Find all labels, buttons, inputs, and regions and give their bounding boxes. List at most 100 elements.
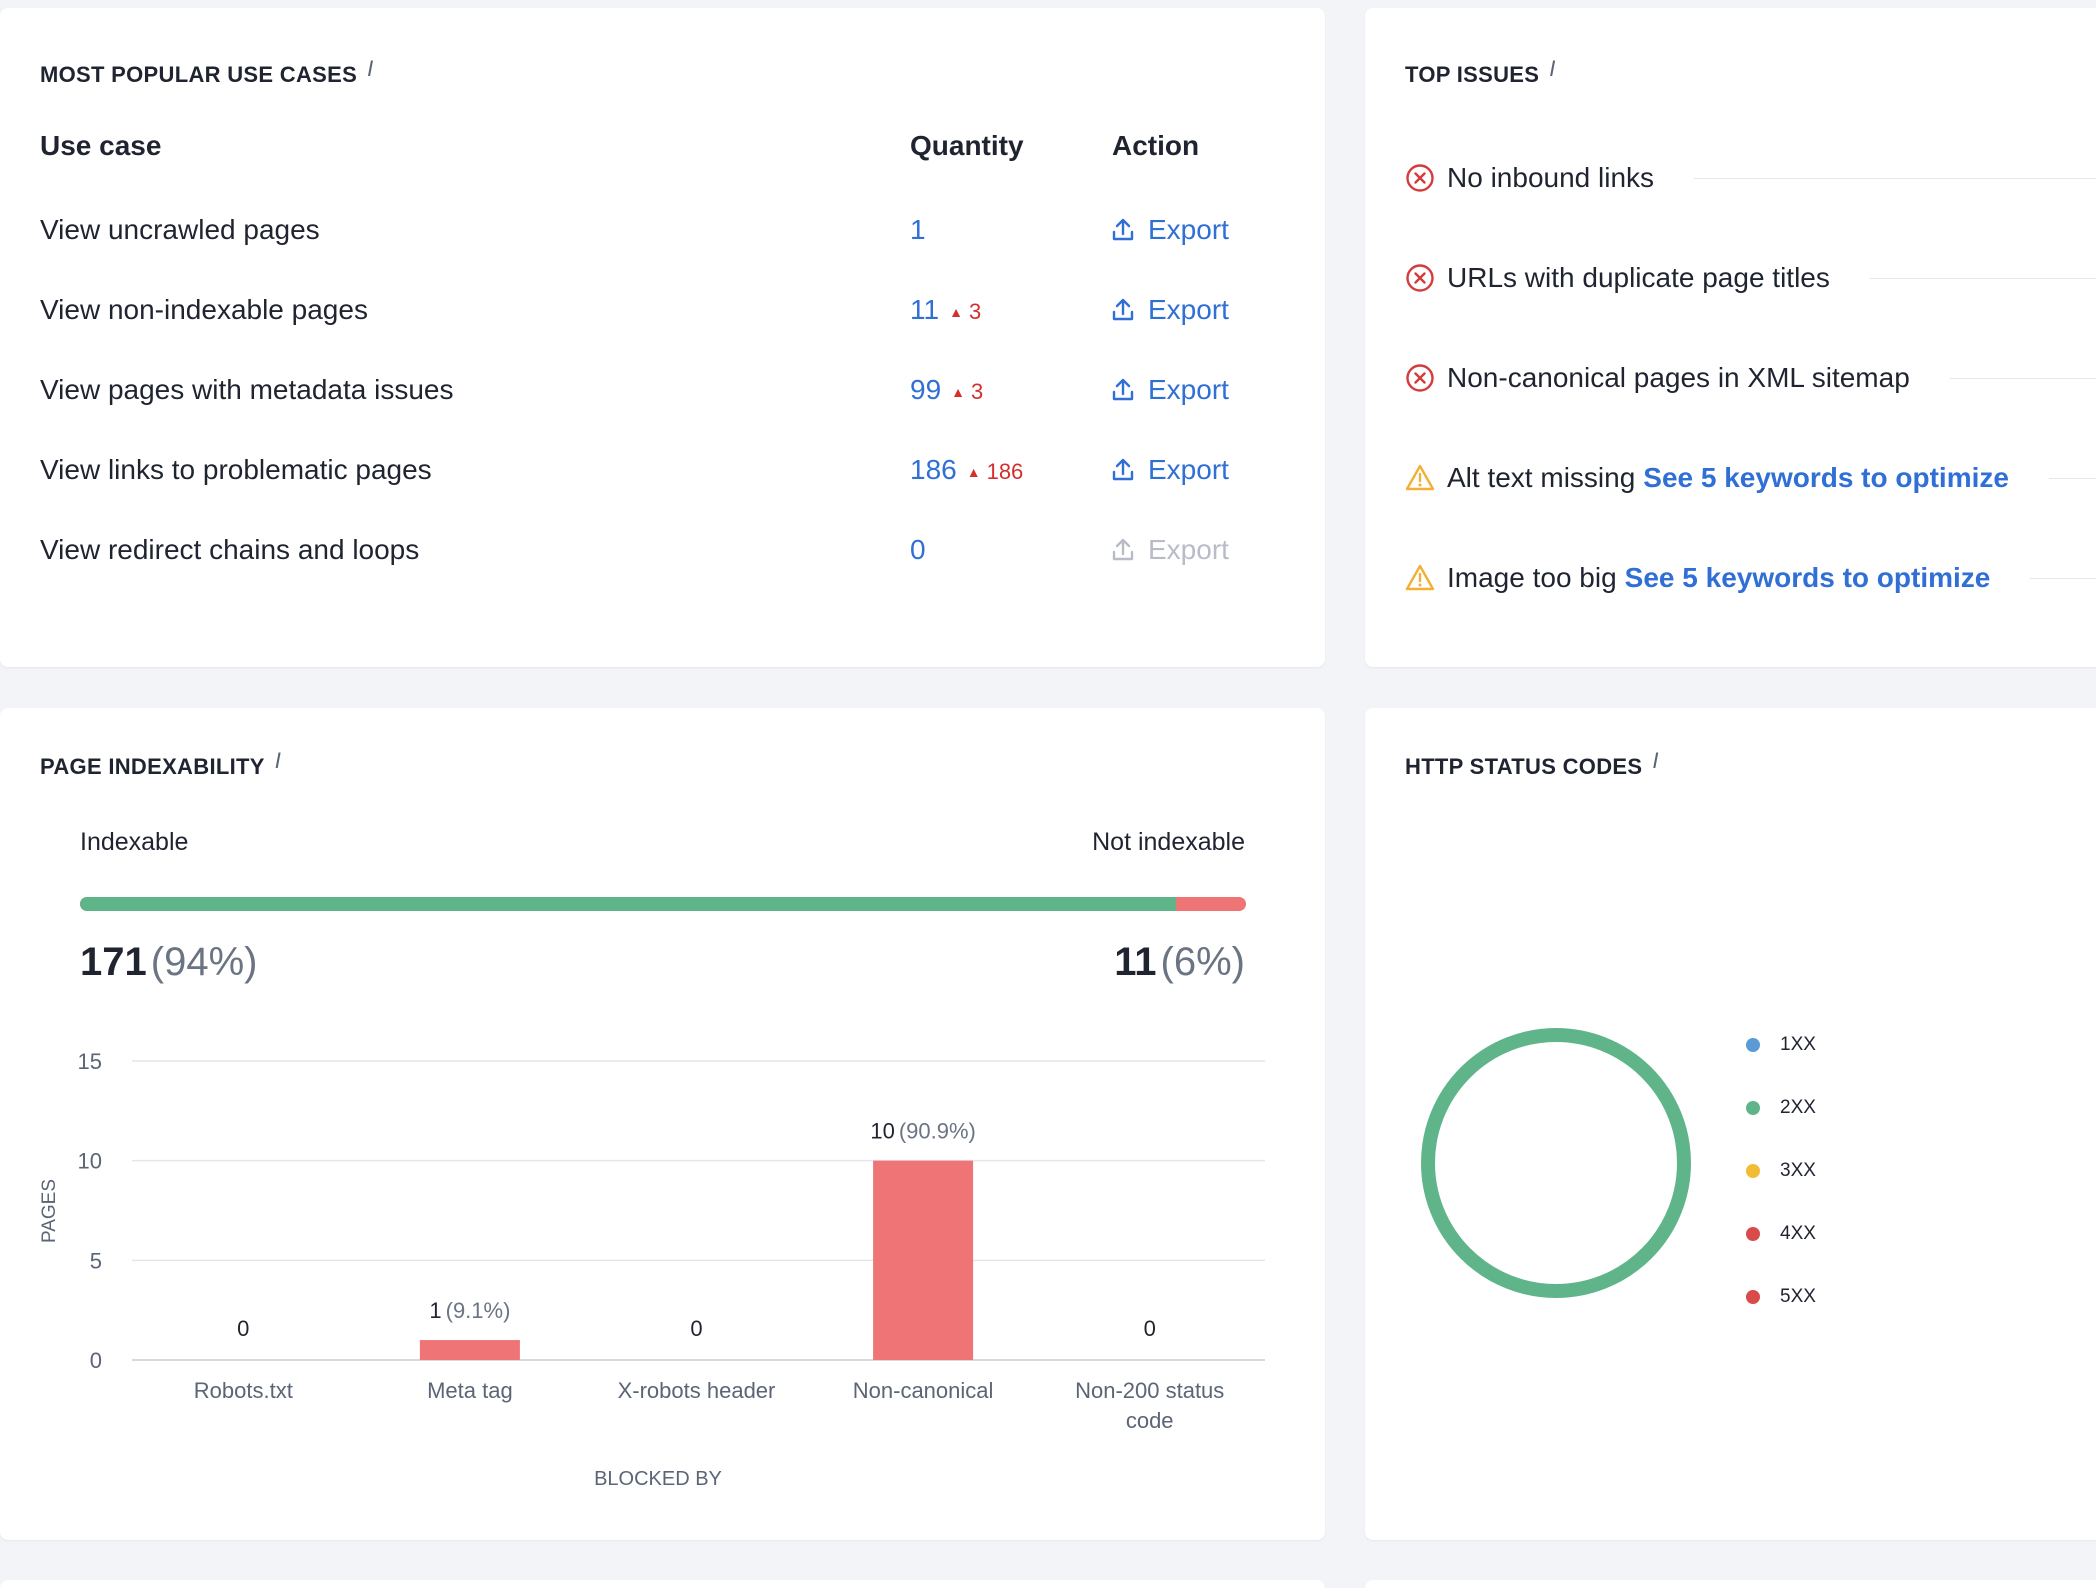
legend-item-2xx[interactable]: 2XX: [1746, 1097, 1816, 1119]
issue-item[interactable]: No inbound links: [1405, 158, 2096, 198]
issue-item[interactable]: Image too big See 5 keywords to optimize: [1405, 558, 2096, 598]
quantity-link[interactable]: 0: [910, 534, 926, 566]
quantity-value: 186: [910, 454, 957, 485]
export-label: Export: [1148, 534, 1229, 565]
http-status-card: HTTP STATUS CODES i: [1365, 708, 2096, 1540]
quantity-delta: ▲ 3: [949, 299, 981, 324]
warning-triangle-icon: [1405, 564, 1435, 591]
see-keywords-link[interactable]: See 5 keywords to optimize: [1643, 462, 2009, 493]
error-circle-icon: [1406, 364, 1434, 392]
issue-text: Image too big: [1447, 562, 1617, 593]
table-row: View links to problematic pages 186 ▲ 186 Ex…: [0, 454, 1325, 494]
export-label: Export: [1148, 454, 1229, 485]
bar-value: 1: [429, 1298, 441, 1323]
legend-item-4xx[interactable]: 4XX: [1746, 1223, 1816, 1245]
table-row: View uncrawled pages 1 Export: [0, 214, 1325, 254]
use-case-name: View pages with metadata issues: [40, 374, 454, 405]
bar-percent: (90.9%): [899, 1119, 976, 1144]
issue-divider: [2048, 477, 2096, 479]
export-button[interactable]: Export: [1112, 214, 1229, 246]
issue-text: Non-canonical pages in XML sitemap: [1447, 362, 1910, 393]
table-row: View redirect chains and loops 0 Export: [0, 534, 1325, 574]
bar-value-label: 10 (90.9%): [870, 1119, 976, 1144]
y-tick-label: 5: [90, 1248, 102, 1273]
y-axis-label: PAGES: [39, 1179, 60, 1243]
quantity-link[interactable]: 1: [910, 214, 926, 246]
quantity-delta: ▲ 3: [951, 379, 983, 404]
info-icon[interactable]: i: [1652, 748, 1659, 773]
legend-item-5xx[interactable]: 5XX: [1746, 1286, 1816, 1308]
export-label: Export: [1148, 294, 1229, 325]
upload-icon: [1112, 298, 1134, 321]
quantity-value: 99: [910, 374, 942, 405]
issue-divider: [1949, 377, 2096, 379]
quantity-link[interactable]: 99 ▲ 3: [910, 374, 983, 406]
table-row: View non-indexable pages 11 ▲ 3 Export: [0, 294, 1325, 334]
bar-value-label: 0: [690, 1316, 702, 1341]
export-button[interactable]: Export: [1112, 454, 1229, 486]
y-tick-label: 15: [78, 1049, 102, 1074]
x-tick-label: Non-canonical: [853, 1378, 994, 1403]
bar-value: 10: [870, 1119, 894, 1144]
indexable-count: 171 (94%): [80, 940, 258, 984]
issue-divider: [1694, 177, 2096, 179]
info-icon[interactable]: i: [1549, 56, 1556, 81]
issue-text: URLs with duplicate page titles: [1447, 262, 1830, 293]
warning-triangle-icon: [1405, 464, 1435, 491]
legend-label: 5XX: [1780, 1286, 1816, 1307]
col-quantity-header: Quantity: [910, 130, 1024, 161]
page-indexability-title: PAGE INDEXABILITY i: [40, 748, 282, 779]
not-indexable-count: 11 (6%): [1114, 940, 1245, 984]
quantity-link[interactable]: 186 ▲ 186: [910, 454, 1023, 486]
upload-icon: [1112, 458, 1134, 481]
top-issues-title: TOP ISSUES i: [1405, 56, 1556, 87]
donut-2xx-segment[interactable]: [1421, 1028, 1691, 1298]
top-issues-card: TOP ISSUES i No inbound links URLs with du…: [1365, 8, 2096, 667]
indexable-fill: [80, 897, 1177, 911]
export-button[interactable]: Export: [1112, 534, 1229, 566]
quantity-value: 1: [910, 214, 926, 245]
x-axis-label: BLOCKED BY: [594, 1468, 722, 1490]
increase-arrow-icon: ▲: [966, 464, 981, 480]
bar-value-label: 0: [1144, 1316, 1156, 1341]
next-card-right: [1365, 1580, 2096, 1588]
use-cases-title: MOST POPULAR USE CASES i: [40, 56, 374, 87]
export-label: Export: [1148, 214, 1229, 245]
upload-icon: [1112, 538, 1134, 561]
issue-item[interactable]: URLs with duplicate page titles: [1405, 258, 2096, 298]
use-case-name: View redirect chains and loops: [40, 534, 420, 565]
indexability-progress-bar: [80, 897, 1246, 911]
see-keywords-link[interactable]: See 5 keywords to optimize: [1624, 562, 1991, 593]
info-icon[interactable]: i: [367, 56, 374, 81]
issue-divider: [2030, 577, 2096, 579]
legend-item-3xx[interactable]: 3XX: [1746, 1160, 1816, 1182]
http-status-title: HTTP STATUS CODES i: [1405, 748, 1659, 779]
error-circle-icon: [1406, 264, 1434, 292]
legend-label: 2XX: [1780, 1097, 1816, 1118]
export-button[interactable]: Export: [1112, 374, 1229, 406]
use-cases-card: MOST POPULAR USE CASES i Use case Quantit…: [0, 8, 1325, 667]
delta-value: 186: [986, 459, 1024, 484]
increase-arrow-icon: ▲: [951, 384, 966, 400]
bar-non-canonical[interactable]: [873, 1160, 974, 1360]
quantity-link[interactable]: 11 ▲ 3: [910, 294, 981, 326]
y-tick-label: 10: [78, 1149, 102, 1174]
issue-text: Alt text missing: [1447, 462, 1636, 493]
export-label: Export: [1148, 374, 1229, 405]
info-icon[interactable]: i: [274, 748, 282, 773]
legend-item-1xx[interactable]: 1XX: [1746, 1034, 1816, 1056]
upload-icon: [1112, 378, 1134, 401]
issue-item[interactable]: Alt text missing See 5 keywords to optimi…: [1405, 458, 2096, 498]
bar-value: 0: [1144, 1316, 1156, 1341]
export-button[interactable]: Export: [1112, 294, 1229, 326]
delta-value: 3: [971, 379, 984, 404]
bar-meta-tag[interactable]: [419, 1340, 520, 1360]
legend-dot-icon: [1746, 1290, 1760, 1304]
not-indexable-label: Not indexable: [1092, 828, 1245, 856]
indexable-label: Indexable: [80, 828, 189, 856]
next-card-left: [0, 1580, 1325, 1588]
bar-value-label: 1 (9.1%): [429, 1298, 510, 1323]
col-action-header: Action: [1112, 130, 1200, 161]
issue-item[interactable]: Non-canonical pages in XML sitemap: [1405, 358, 2096, 398]
http-status-donut: [1421, 1028, 1691, 1298]
